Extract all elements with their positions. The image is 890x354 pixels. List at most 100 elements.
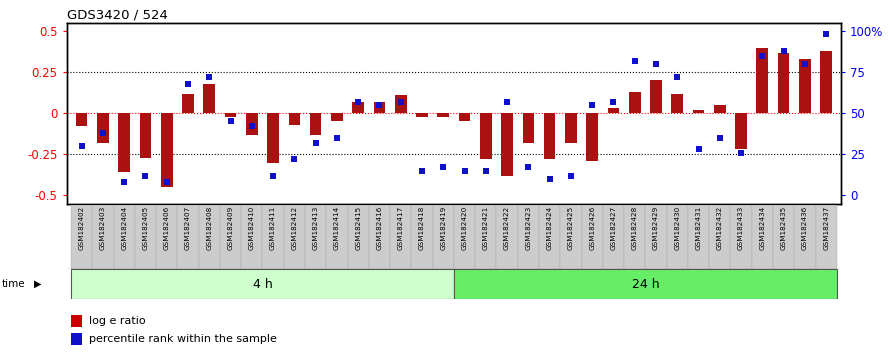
Point — [479, 168, 493, 173]
Point — [351, 99, 365, 105]
Bar — [134, 204, 156, 269]
Bar — [71, 204, 93, 269]
Text: GSM182417: GSM182417 — [398, 206, 404, 250]
Text: GSM182419: GSM182419 — [441, 206, 446, 250]
Text: GSM182416: GSM182416 — [376, 206, 383, 250]
Point — [181, 81, 195, 87]
Point — [202, 74, 216, 80]
Text: GSM182407: GSM182407 — [185, 206, 191, 250]
Text: GSM182433: GSM182433 — [738, 206, 744, 250]
Bar — [480, 113, 491, 159]
Bar — [815, 204, 837, 269]
Text: log e ratio: log e ratio — [89, 316, 146, 326]
Text: GSM182429: GSM182429 — [653, 206, 659, 250]
Text: GSM182421: GSM182421 — [482, 206, 489, 250]
Bar — [352, 102, 364, 113]
Text: GSM182418: GSM182418 — [419, 206, 425, 250]
Point — [670, 74, 684, 80]
Text: GDS3420 / 524: GDS3420 / 524 — [67, 9, 167, 22]
Bar — [735, 113, 747, 149]
Bar — [204, 84, 215, 113]
Bar — [177, 204, 198, 269]
Bar — [522, 113, 534, 143]
Point — [159, 179, 174, 185]
Point — [713, 135, 727, 141]
Point — [287, 156, 302, 162]
Bar — [629, 92, 641, 113]
Bar — [731, 204, 752, 269]
Point — [692, 147, 706, 152]
Point — [96, 130, 110, 136]
Text: GSM182436: GSM182436 — [802, 206, 808, 250]
Bar — [518, 204, 539, 269]
Text: GSM182409: GSM182409 — [228, 206, 233, 250]
Text: GSM182411: GSM182411 — [270, 206, 276, 250]
Bar — [374, 102, 385, 113]
Point — [309, 140, 323, 145]
Bar — [246, 113, 258, 135]
Bar — [93, 204, 114, 269]
Point — [756, 53, 770, 59]
Text: GSM182434: GSM182434 — [759, 206, 765, 250]
Point — [776, 48, 790, 54]
Text: GSM182403: GSM182403 — [100, 206, 106, 250]
Text: GSM182426: GSM182426 — [589, 206, 595, 250]
Bar — [305, 204, 327, 269]
Bar — [565, 113, 577, 143]
Bar — [752, 204, 773, 269]
Bar — [773, 204, 794, 269]
Bar — [539, 204, 561, 269]
Text: GSM182406: GSM182406 — [164, 206, 170, 250]
Bar — [587, 113, 598, 161]
Text: 24 h: 24 h — [632, 278, 659, 291]
Bar — [327, 204, 347, 269]
Point — [266, 173, 280, 178]
Bar — [224, 113, 237, 116]
Text: GSM182413: GSM182413 — [312, 206, 319, 250]
Bar — [603, 204, 624, 269]
Bar — [433, 204, 454, 269]
Bar — [650, 80, 662, 113]
Bar — [156, 204, 177, 269]
Point — [563, 173, 578, 178]
Bar — [458, 113, 471, 121]
Bar — [799, 59, 811, 113]
Point — [436, 165, 450, 170]
Text: GSM182408: GSM182408 — [206, 206, 213, 250]
Bar — [198, 204, 220, 269]
Text: GSM182432: GSM182432 — [716, 206, 723, 250]
Bar — [544, 113, 555, 159]
Text: GSM182412: GSM182412 — [291, 206, 297, 250]
Point — [734, 150, 748, 155]
Bar — [756, 48, 768, 113]
Bar — [709, 204, 731, 269]
Text: GSM182423: GSM182423 — [525, 206, 531, 250]
Text: GSM182414: GSM182414 — [334, 206, 340, 250]
Point — [330, 135, 344, 141]
Text: GSM182424: GSM182424 — [546, 206, 553, 250]
Bar — [417, 113, 428, 116]
Point — [117, 179, 132, 185]
Text: percentile rank within the sample: percentile rank within the sample — [89, 334, 277, 344]
Point — [372, 102, 386, 108]
Bar — [390, 204, 411, 269]
Bar — [778, 52, 789, 113]
Point — [543, 176, 557, 182]
Text: GSM182435: GSM182435 — [781, 206, 787, 250]
Bar — [71, 269, 454, 299]
Bar — [288, 113, 300, 125]
Point — [75, 143, 89, 149]
Bar — [284, 204, 305, 269]
Bar — [667, 204, 688, 269]
Text: GSM182428: GSM182428 — [632, 206, 638, 250]
Bar — [437, 113, 449, 116]
Point — [138, 173, 152, 178]
Bar — [475, 204, 497, 269]
Text: ▶: ▶ — [34, 279, 41, 289]
Bar — [241, 204, 263, 269]
Bar — [624, 204, 645, 269]
Text: GSM182404: GSM182404 — [121, 206, 127, 250]
Bar — [395, 95, 407, 113]
Bar — [347, 204, 368, 269]
Point — [245, 124, 259, 129]
